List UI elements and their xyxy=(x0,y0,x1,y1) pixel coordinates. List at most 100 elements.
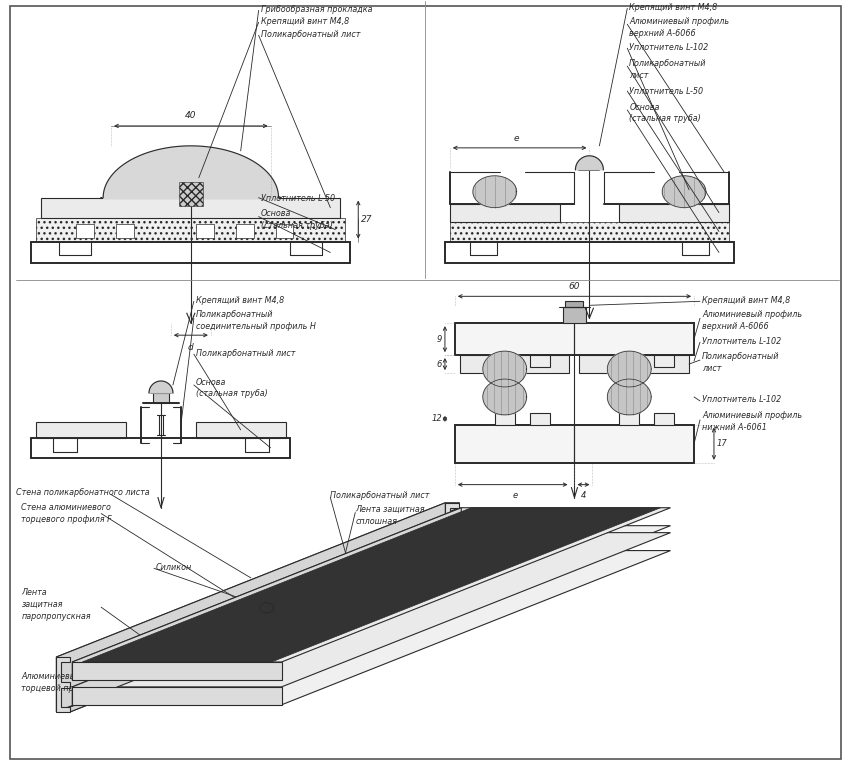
Polygon shape xyxy=(56,503,460,657)
Text: 9: 9 xyxy=(437,335,442,343)
Text: (стальная труба): (стальная труба) xyxy=(260,221,333,230)
Text: 40: 40 xyxy=(186,111,197,120)
Text: Уплотнитель L-102: Уплотнитель L-102 xyxy=(702,396,781,405)
Text: защитная: защитная xyxy=(21,600,63,609)
Text: Алюминиевый профиль: Алюминиевый профиль xyxy=(702,310,802,319)
Text: Силикон: Силикон xyxy=(156,563,192,572)
Bar xyxy=(494,413,515,425)
Polygon shape xyxy=(56,503,445,712)
Polygon shape xyxy=(71,528,460,688)
Polygon shape xyxy=(61,552,460,707)
Text: Основа: Основа xyxy=(260,209,291,218)
Text: Стена поликарбонатного листа: Стена поликарбонатного листа xyxy=(16,488,150,497)
Text: (стальная труба): (стальная труба) xyxy=(629,114,701,124)
Bar xyxy=(460,355,569,373)
Text: верхний А-6066: верхний А-6066 xyxy=(629,28,696,38)
Text: Поликарбонатный: Поликарбонатный xyxy=(629,58,707,68)
Polygon shape xyxy=(56,558,460,712)
Bar xyxy=(494,355,515,367)
Polygon shape xyxy=(473,176,517,207)
Bar xyxy=(620,204,729,222)
Polygon shape xyxy=(72,508,461,680)
Polygon shape xyxy=(72,525,671,680)
Bar xyxy=(42,197,340,217)
Polygon shape xyxy=(483,351,527,387)
Text: паропропускная: паропропускная xyxy=(21,611,91,621)
Polygon shape xyxy=(71,552,460,712)
Text: Лента: Лента xyxy=(21,588,47,597)
Text: d: d xyxy=(188,343,194,353)
Text: Поликарбонатный лист: Поликарбонатный лист xyxy=(260,30,360,38)
Text: e: e xyxy=(512,491,517,500)
Bar xyxy=(236,223,254,237)
Text: Уплотнитель L-102: Уплотнитель L-102 xyxy=(629,43,709,51)
Bar xyxy=(450,204,559,222)
Text: Крепящий винт М4,8: Крепящий винт М4,8 xyxy=(260,17,349,26)
Polygon shape xyxy=(103,146,278,197)
Polygon shape xyxy=(83,508,660,662)
Bar xyxy=(179,182,203,206)
Text: 6: 6 xyxy=(437,359,442,369)
Polygon shape xyxy=(608,351,651,387)
Polygon shape xyxy=(61,534,450,707)
Text: 4: 4 xyxy=(580,491,586,500)
Text: 12: 12 xyxy=(431,415,442,423)
Text: торцевого профиля F: торцевого профиля F xyxy=(21,515,112,524)
Polygon shape xyxy=(72,508,671,662)
Polygon shape xyxy=(72,551,671,705)
Text: Алюминиевый профиль: Алюминиевый профиль xyxy=(629,17,729,26)
Bar xyxy=(450,222,729,241)
Text: 27: 27 xyxy=(361,215,373,224)
Polygon shape xyxy=(72,662,282,680)
Text: Грибообразная прокладка: Грибообразная прокладка xyxy=(260,5,372,14)
Text: Алюминиевый: Алюминиевый xyxy=(21,673,82,681)
Bar xyxy=(529,355,550,367)
Polygon shape xyxy=(61,534,460,688)
Polygon shape xyxy=(71,503,460,662)
Text: 17: 17 xyxy=(717,439,728,449)
Bar xyxy=(153,393,169,403)
Text: лист: лист xyxy=(702,363,722,372)
Polygon shape xyxy=(72,687,282,705)
Text: 60: 60 xyxy=(568,283,580,291)
Polygon shape xyxy=(72,533,461,705)
Text: Алюминиевый профиль: Алюминиевый профиль xyxy=(702,412,802,420)
Polygon shape xyxy=(662,176,706,207)
Text: Уплотнитель L-50: Уплотнитель L-50 xyxy=(260,194,334,204)
Text: Поликарбонатный лист: Поликарбонатный лист xyxy=(330,491,430,500)
Text: Поликарбонатный: Поликарбонатный xyxy=(702,352,780,361)
Text: Поликарбонатный лист: Поликарбонатный лист xyxy=(196,349,295,358)
Polygon shape xyxy=(72,533,671,687)
Bar xyxy=(196,422,285,438)
Text: соединительный профиль Н: соединительный профиль Н xyxy=(196,322,316,331)
Text: НИЗ: НИЗ xyxy=(210,664,231,674)
Polygon shape xyxy=(61,528,460,682)
Text: ВЕРХ: ВЕРХ xyxy=(436,576,461,586)
Bar xyxy=(77,223,94,237)
Bar xyxy=(37,422,126,438)
Bar xyxy=(566,301,584,307)
Bar xyxy=(620,413,639,425)
Text: Уплотнитель L-102: Уплотнитель L-102 xyxy=(702,336,781,346)
Text: Поликарбонатный: Поликарбонатный xyxy=(196,310,273,319)
Polygon shape xyxy=(608,379,651,415)
Text: Уплотнитель L-50: Уплотнитель L-50 xyxy=(629,87,704,95)
Bar xyxy=(563,307,586,323)
Text: торцевой профиль F: торцевой профиль F xyxy=(21,684,108,694)
Polygon shape xyxy=(149,381,173,393)
Text: лист: лист xyxy=(629,71,648,80)
Text: сплошная: сплошная xyxy=(355,517,397,526)
Text: Крепящий винт М4,8: Крепящий винт М4,8 xyxy=(629,3,717,12)
Bar xyxy=(276,223,294,237)
Bar xyxy=(529,413,550,425)
Bar xyxy=(455,323,694,355)
Text: нижний А-6061: нижний А-6061 xyxy=(702,423,767,432)
Text: Основа: Основа xyxy=(196,378,226,386)
Bar xyxy=(116,223,134,237)
Polygon shape xyxy=(575,156,603,170)
Bar xyxy=(455,425,694,462)
Bar xyxy=(580,355,689,373)
Bar xyxy=(620,355,639,367)
Bar xyxy=(654,355,674,367)
Polygon shape xyxy=(445,503,460,558)
